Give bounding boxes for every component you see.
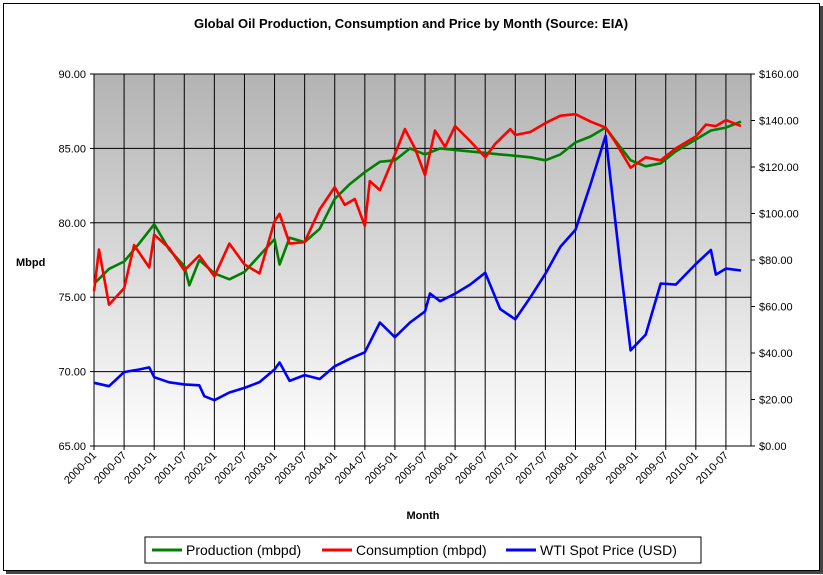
series-line-0 (93, 120, 742, 287)
y2-tick-label: $60.00 (759, 302, 793, 314)
legend-label-0: Production (mbpd) (186, 542, 301, 558)
x-tick-label: 2004-01 (303, 450, 340, 487)
x-tick-label: 2002-01 (182, 450, 219, 487)
x-tick-label: 2006-07 (453, 450, 490, 487)
legend-box (144, 536, 702, 564)
y2-tick-label: $0.00 (759, 441, 787, 453)
grid-layer (93, 73, 752, 447)
x-axis-label: Month (407, 510, 440, 522)
x-tick-label: 2009-01 (604, 450, 641, 487)
x-tick-label: 2003-01 (243, 450, 280, 487)
x-tick-label: 2001-01 (122, 450, 159, 487)
y-tick-label: 75.00 (58, 292, 86, 304)
y2-tick-label: $40.00 (759, 348, 793, 360)
series-line-1 (92, 112, 742, 306)
y2-tick-label: $20.00 (759, 395, 793, 407)
legend: Production (mbpd) Consumption (mbpd) WTI S… (144, 536, 702, 564)
x-tick-label: 2010-01 (664, 450, 701, 487)
y2-tick-label: $160.00 (759, 69, 799, 81)
x-tick-label: 2002-07 (213, 450, 250, 487)
y2-tick-label: $140.00 (759, 116, 799, 128)
y2-tick-label: $100.00 (759, 209, 799, 221)
y-axis-label: Mbpd (16, 257, 45, 269)
legend-label-1: Consumption (mbpd) (356, 542, 487, 558)
series-line-2 (93, 134, 742, 402)
x-tick-label: 2008-07 (574, 450, 611, 487)
y2-tick-label: $80.00 (759, 255, 793, 267)
chart-title: Global Oil Production, Consumption and P… (194, 16, 628, 31)
y-tick-label: 90.00 (58, 69, 86, 81)
x-tick-label: 2005-01 (363, 450, 400, 487)
y-tick-label: 85.00 (58, 143, 86, 155)
x-tick-label: 2007-07 (513, 450, 550, 487)
chart-svg: Global Oil Production, Consumption and P… (16, 16, 799, 564)
x-tick-label: 2001-07 (152, 450, 189, 487)
series-layer (92, 112, 742, 402)
x-tick-label: 2010-07 (694, 450, 731, 487)
y-tick-label: 70.00 (58, 367, 86, 379)
x-tick-label: 2004-07 (333, 450, 370, 487)
x-tick-label: 2009-07 (634, 450, 671, 487)
y-tick-label: 80.00 (58, 218, 86, 230)
x-tick-label: 2000-01 (62, 450, 99, 487)
x-tick-label: 2008-01 (544, 450, 581, 487)
x-tick-label: 2006-01 (423, 450, 460, 487)
x-tick-label: 2005-07 (393, 450, 430, 487)
x-tick-label: 2003-07 (273, 450, 310, 487)
chart-frame: Global Oil Production, Consumption and P… (3, 3, 820, 571)
x-tick-label: 2007-01 (483, 450, 520, 487)
y2-tick-label: $120.00 (759, 162, 799, 174)
plot-area (93, 73, 752, 447)
legend-label-2: WTI Spot Price (USD) (540, 542, 677, 558)
y-tick-label: 65.00 (58, 441, 86, 453)
x-tick-label: 2000-07 (92, 450, 129, 487)
